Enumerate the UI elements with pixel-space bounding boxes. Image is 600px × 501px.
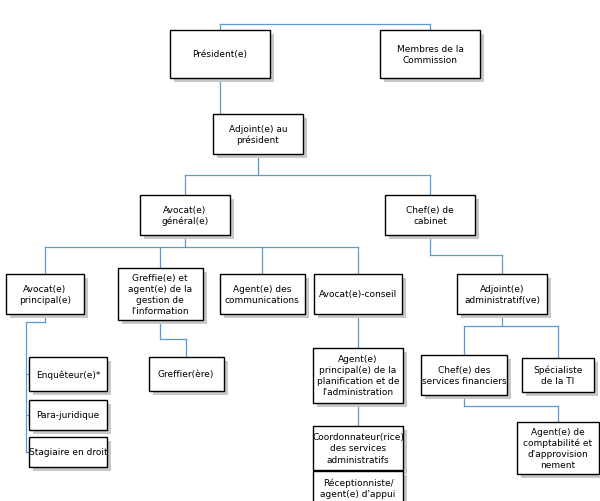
FancyBboxPatch shape <box>29 437 107 467</box>
Text: Para-juridique: Para-juridique <box>37 411 100 420</box>
FancyBboxPatch shape <box>213 115 303 155</box>
FancyBboxPatch shape <box>174 35 274 83</box>
Text: Agent(e) de
comptabilité et
d'approvision
nement: Agent(e) de comptabilité et d'approvisio… <box>523 427 593 469</box>
FancyBboxPatch shape <box>33 404 111 434</box>
FancyBboxPatch shape <box>526 362 598 396</box>
FancyBboxPatch shape <box>217 119 307 159</box>
FancyBboxPatch shape <box>220 275 305 314</box>
FancyBboxPatch shape <box>314 275 402 314</box>
Text: Chef(e) de
cabinet: Chef(e) de cabinet <box>406 205 454 225</box>
FancyBboxPatch shape <box>122 273 206 324</box>
FancyBboxPatch shape <box>149 357 224 391</box>
Text: Avocat(e)
général(e): Avocat(e) général(e) <box>161 205 209 226</box>
FancyBboxPatch shape <box>318 279 406 318</box>
Text: Spécialiste
de la TI: Spécialiste de la TI <box>533 365 583 386</box>
FancyBboxPatch shape <box>317 475 407 501</box>
Text: Coordonnateur(rice)
des services
administratifs: Coordonnateur(rice) des services adminis… <box>312 432 404 463</box>
FancyBboxPatch shape <box>389 199 479 239</box>
FancyBboxPatch shape <box>313 348 403 403</box>
FancyBboxPatch shape <box>313 471 403 501</box>
Text: Réceptionniste/
agent(e) d'appui
professionnel: Réceptionniste/ agent(e) d'appui profess… <box>320 477 395 501</box>
Text: Agent(e) des
communications: Agent(e) des communications <box>224 285 299 305</box>
FancyBboxPatch shape <box>152 361 227 395</box>
Text: Avocat(e)
principal(e): Avocat(e) principal(e) <box>19 285 71 305</box>
Text: Président(e): Président(e) <box>193 51 248 60</box>
FancyBboxPatch shape <box>33 441 111 471</box>
Text: Adjoint(e)
administratif(ve): Adjoint(e) administratif(ve) <box>464 285 540 305</box>
FancyBboxPatch shape <box>517 422 599 474</box>
FancyBboxPatch shape <box>29 400 107 430</box>
Text: Adjoint(e) au
président: Adjoint(e) au président <box>229 124 287 145</box>
FancyBboxPatch shape <box>461 279 551 318</box>
FancyBboxPatch shape <box>317 352 407 407</box>
FancyBboxPatch shape <box>313 426 403 470</box>
FancyBboxPatch shape <box>421 355 507 395</box>
FancyBboxPatch shape <box>170 31 270 79</box>
Text: Membres de la
Commission: Membres de la Commission <box>397 45 463 65</box>
Text: Enquêteur(e)*: Enquêteur(e)* <box>36 370 100 379</box>
FancyBboxPatch shape <box>384 35 484 83</box>
FancyBboxPatch shape <box>6 275 84 314</box>
FancyBboxPatch shape <box>457 275 547 314</box>
FancyBboxPatch shape <box>224 279 308 318</box>
FancyBboxPatch shape <box>118 269 203 320</box>
FancyBboxPatch shape <box>317 430 407 474</box>
FancyBboxPatch shape <box>385 195 475 235</box>
FancyBboxPatch shape <box>33 361 111 395</box>
FancyBboxPatch shape <box>521 426 600 478</box>
Text: Greffie(e) et
agent(e) de la
gestion de
l'information: Greffie(e) et agent(e) de la gestion de … <box>128 274 192 316</box>
Text: Avocat(e)-conseil: Avocat(e)-conseil <box>319 290 397 299</box>
Text: Stagiaire en droit: Stagiaire en droit <box>29 447 107 456</box>
FancyBboxPatch shape <box>425 359 511 399</box>
FancyBboxPatch shape <box>29 357 107 391</box>
Text: Chef(e) des
services financiers: Chef(e) des services financiers <box>422 365 506 385</box>
FancyBboxPatch shape <box>10 279 88 318</box>
FancyBboxPatch shape <box>144 199 234 239</box>
FancyBboxPatch shape <box>380 31 480 79</box>
FancyBboxPatch shape <box>140 195 230 235</box>
FancyBboxPatch shape <box>522 358 594 392</box>
Text: Agent(e)
principal(e) de la
planification et de
l'administration: Agent(e) principal(e) de la planificatio… <box>317 354 399 396</box>
Text: Greffier(ère): Greffier(ère) <box>158 370 214 379</box>
